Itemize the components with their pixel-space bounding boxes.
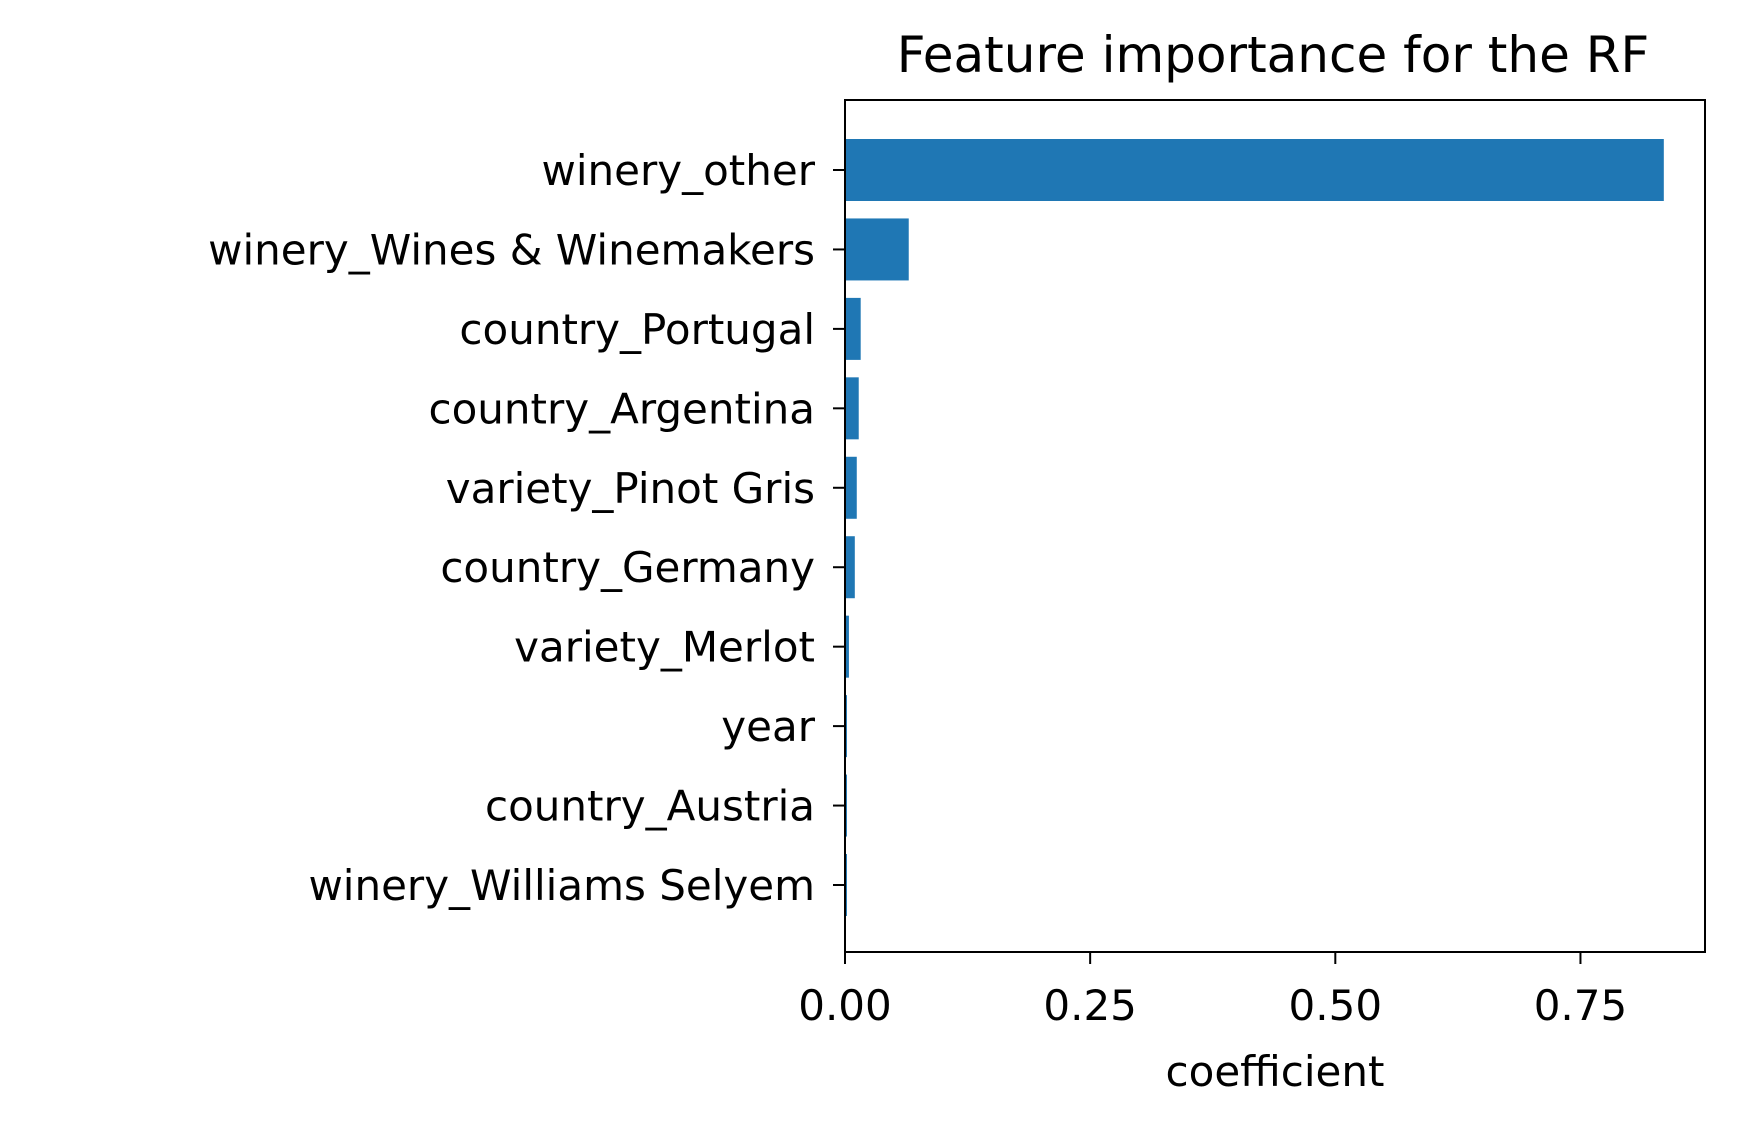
y-tick-label: country_Portugal: [459, 305, 815, 354]
y-tick-label: year: [721, 702, 815, 751]
chart-title: Feature importance for the RF: [897, 26, 1650, 84]
y-tick-label: variety_Merlot: [514, 623, 815, 672]
y-tick-label: country_Argentina: [429, 384, 816, 433]
bar: [845, 377, 859, 440]
y-tick-label: winery_other: [542, 146, 816, 195]
x-tick-label: 0.00: [798, 981, 892, 1030]
x-axis-ticks: 0.00 0.25 0.50 0.75: [798, 952, 1627, 1030]
x-axis-label: coefficient: [1166, 1047, 1385, 1096]
bars-group: [845, 139, 1664, 916]
y-tick-label: winery_Williams Selyem: [308, 861, 815, 910]
x-tick-label: 0.25: [1043, 981, 1137, 1030]
bar: [845, 615, 849, 678]
y-tick-label: winery_Wines & Winemakers: [208, 225, 815, 274]
y-tick-label: country_Germany: [440, 543, 815, 592]
y-tick-label: country_Austria: [485, 782, 815, 831]
x-tick-label: 0.50: [1289, 981, 1383, 1030]
bar: [845, 456, 857, 519]
plot-frame: [844, 99, 1706, 953]
y-axis-ticks: winery_other winery_Wines & Winemakers cou…: [208, 146, 845, 910]
x-tick-label: 0.75: [1534, 981, 1628, 1030]
bar: [845, 139, 1664, 201]
bar: [845, 536, 855, 599]
bar: [845, 297, 861, 360]
bar: [845, 218, 909, 281]
y-tick-label: variety_Pinot Gris: [446, 464, 815, 513]
